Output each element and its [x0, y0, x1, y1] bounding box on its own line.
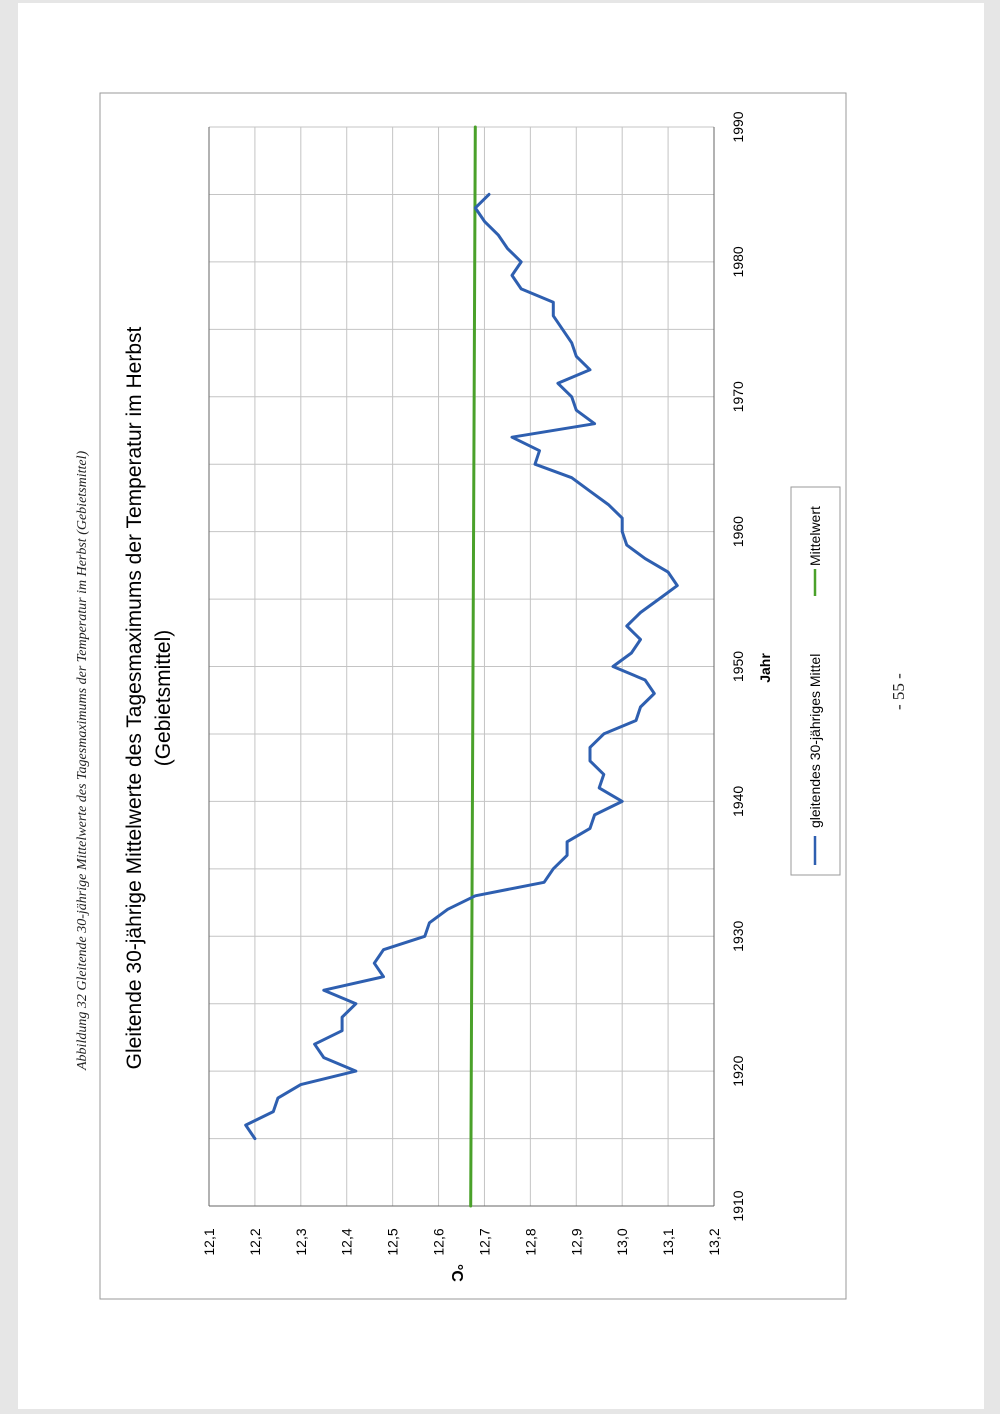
x-tick-label: 1990 [730, 111, 746, 142]
x-tick-label: 1960 [730, 516, 746, 547]
x-tick-label: 1930 [730, 920, 746, 951]
legend-box [790, 486, 841, 876]
y-tick-label: 13,0 [614, 1228, 630, 1255]
plot-border [208, 127, 715, 1207]
grid [208, 126, 715, 1207]
x-axis-title: Jahr [757, 653, 773, 683]
x-tick-label: 1970 [730, 381, 746, 412]
chart-subtitle: (Gebietsmittel) [152, 630, 175, 767]
y-tick-label: 12,4 [339, 1228, 355, 1255]
x-tick-label: 1920 [730, 1055, 746, 1086]
y-tick-label: 13,2 [706, 1228, 722, 1255]
series-layer [244, 125, 679, 1208]
y-tick-label: 12,9 [568, 1228, 584, 1255]
y-tick-label: 12,5 [385, 1228, 401, 1255]
x-tick-label: 1940 [730, 786, 746, 817]
y-tick-label: 12,6 [431, 1228, 447, 1255]
legend-label-series-2: Mittelwert [807, 506, 823, 566]
y-axis-title: °C [448, 1264, 465, 1282]
y-tick-label: 12,2 [247, 1228, 263, 1255]
series-line-gleitendes-mittel [244, 192, 679, 1141]
series-line-mittelwert [469, 125, 477, 1208]
legend-label-series-1: gleitendes 30-jähriges Mittel [807, 654, 823, 828]
x-tick-label: 1980 [730, 246, 746, 277]
y-tick-label: 13,1 [660, 1228, 676, 1255]
x-tick-label: 1950 [730, 651, 746, 682]
x-tick-label: 1910 [730, 1190, 746, 1221]
y-tick-label: 12,8 [522, 1228, 538, 1255]
y-tick-labels: 12,1 12,2 12,3 12,4 12,5 12,6 12,7 12,8 12,9 13,0… [201, 1228, 722, 1255]
y-tick-label: 12,7 [476, 1228, 492, 1255]
x-tick-labels: 1910 1920 1930 1940 1950 1960 1970 1980 1990 [730, 111, 746, 1221]
chart-title-group: Gleitende 30-jährige Mittelwerte des Tag… [123, 326, 175, 1069]
chart-title: Gleitende 30-jährige Mittelwerte des Tag… [123, 326, 146, 1069]
legend: gleitendes 30-jähriges Mittel Mittelwert [790, 486, 841, 876]
y-tick-label: 12,3 [293, 1228, 309, 1255]
y-tick-label: 12,1 [201, 1228, 217, 1255]
